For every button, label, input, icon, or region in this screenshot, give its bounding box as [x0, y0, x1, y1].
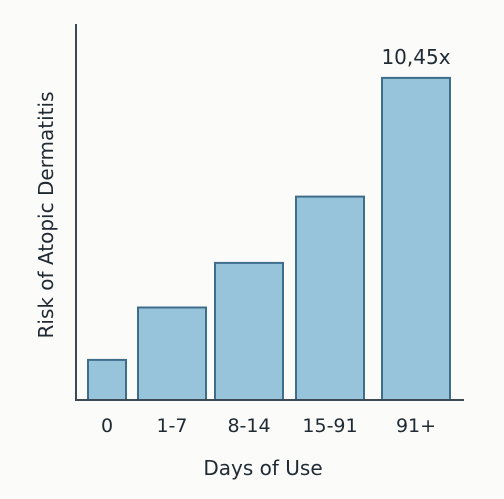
bars-layer [87, 76, 451, 402]
labels-layer: 0 1-7 8-14 15-91 91+ 10,45x [101, 45, 451, 437]
x-tick-label: 1-7 [156, 415, 187, 437]
bar-1-7 [137, 306, 207, 401]
bar-15-91 [295, 195, 365, 401]
y-axis-title: Risk of Atopic Dermatitis [34, 92, 58, 339]
data-label: 10,45x [381, 45, 450, 69]
x-axis-title: Days of Use [203, 456, 322, 480]
bar-8-14 [214, 261, 284, 401]
bar-0 [87, 358, 127, 401]
bar-91+ [381, 76, 451, 402]
x-tick-label: 0 [101, 415, 113, 437]
x-tick-label: 15-91 [302, 415, 357, 437]
x-tick-label: 91+ [396, 415, 436, 437]
x-tick-label: 8-14 [227, 415, 270, 437]
